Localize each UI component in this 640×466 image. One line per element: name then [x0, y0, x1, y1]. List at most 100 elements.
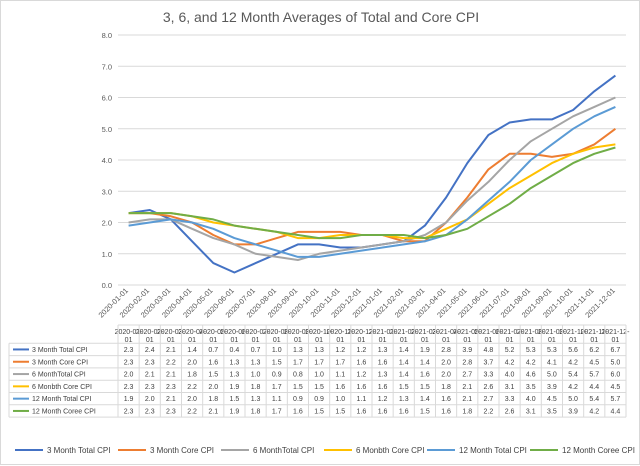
- chart-title: 3, 6, and 12 Month Averages of Total and…: [162, 9, 480, 25]
- table-cell: 2.3: [124, 408, 134, 415]
- table-header-cell-2: 01: [273, 337, 281, 344]
- table-cell: 1.5: [314, 384, 324, 391]
- table-cell: 5.7: [589, 372, 599, 379]
- table-cell: 6.0: [611, 372, 621, 379]
- table-cell: 1.6: [357, 408, 367, 415]
- table-cell: 2.0: [187, 359, 197, 366]
- table-row-label: 3 Month Total CPI: [32, 347, 88, 354]
- table-cell: 1.5: [230, 396, 240, 403]
- table-cell: 3.1: [526, 408, 536, 415]
- y-tick-label: 3.0: [102, 187, 112, 196]
- table-cell: 1.5: [420, 408, 430, 415]
- table-cell: 1.9: [230, 408, 240, 415]
- table-cell: 1.6: [399, 408, 409, 415]
- legend: 3 Month Total CPI 3 Month Core CPI 6 Month…: [15, 446, 635, 455]
- table-cell: 4.5: [589, 359, 599, 366]
- legend-label: 12 Month Total CPI: [459, 446, 527, 455]
- table-cell: 2.1: [166, 372, 176, 379]
- table-header-cell-2: 01: [548, 337, 556, 344]
- table-cell: 2.0: [208, 384, 218, 391]
- table-cell: 4.5: [547, 396, 557, 403]
- table-cell: 1.0: [251, 372, 261, 379]
- table-cell: 2.3: [145, 359, 155, 366]
- table-cell: 2.1: [462, 396, 472, 403]
- table-cell: 1.3: [251, 359, 261, 366]
- table-cell: 1.6: [378, 359, 388, 366]
- table-cell: 1.3: [378, 372, 388, 379]
- series-line: [128, 127, 616, 246]
- table-cell: 2.2: [187, 384, 197, 391]
- table-cell: 5.6: [568, 347, 578, 354]
- table-cell: 1.2: [335, 347, 345, 354]
- table-cell: 1.6: [293, 408, 303, 415]
- table-header-cell: 2020-08-: [263, 329, 292, 336]
- table-cell: 1.6: [420, 372, 430, 379]
- table-cell: 1.7: [314, 359, 324, 366]
- table-header-cell-2: 01: [188, 337, 196, 344]
- table-header-cell: 2020-10-: [305, 329, 334, 336]
- table-cell: 0.7: [251, 347, 261, 354]
- y-tick-label: 0.0: [102, 281, 112, 290]
- y-tick-label: 8.0: [102, 31, 112, 40]
- table-cell: 5.0: [611, 359, 621, 366]
- table-cell: 1.5: [420, 384, 430, 391]
- table-cell: 5.3: [547, 347, 557, 354]
- table-cell: 0.4: [230, 347, 240, 354]
- table-cell: 4.1: [547, 359, 557, 366]
- table-cell: 4.6: [526, 372, 536, 379]
- table-cell: 2.3: [145, 408, 155, 415]
- table-cell: 1.1: [357, 396, 367, 403]
- legend-label: 6 Monbth Core CPI: [356, 446, 424, 455]
- table-cell: 4.2: [526, 359, 536, 366]
- table-header-cell-2: 01: [400, 337, 408, 344]
- series-line: [128, 96, 616, 261]
- table-cell: 2.1: [145, 372, 155, 379]
- table-cell: 2.3: [124, 384, 134, 391]
- table-cell: 5.3: [526, 347, 536, 354]
- table-cell: 1.5: [335, 408, 345, 415]
- table-cell: 1.8: [462, 408, 472, 415]
- y-tick-label: 4.0: [102, 156, 112, 165]
- series-line: [128, 105, 616, 258]
- table-cell: 1.5: [272, 359, 282, 366]
- table-cell: 2.1: [166, 396, 176, 403]
- table-header-cell: 2021-03-: [411, 329, 440, 336]
- table-cell: 1.2: [357, 372, 367, 379]
- table-cell: 2.1: [166, 347, 176, 354]
- table-cell: 4.5: [611, 384, 621, 391]
- table-cell: 2.3: [145, 384, 155, 391]
- table-cell: 1.8: [251, 408, 261, 415]
- table-header-cell-2: 01: [231, 337, 239, 344]
- table-header-cell-2: 01: [485, 337, 493, 344]
- table-cell: 3.1: [505, 384, 515, 391]
- table-cell: 5.0: [547, 372, 557, 379]
- table-cell: 2.6: [505, 408, 515, 415]
- table-cell: 1.5: [399, 384, 409, 391]
- table-cell: 4.2: [505, 359, 515, 366]
- table-header-cell-2: 01: [379, 337, 387, 344]
- table-cell: 1.6: [378, 384, 388, 391]
- table-cell: 3.5: [526, 384, 536, 391]
- table-cell: 5.4: [568, 372, 578, 379]
- table-cell: 4.4: [611, 408, 621, 415]
- table-cell: 1.9: [230, 384, 240, 391]
- table-cell: 4.2: [589, 408, 599, 415]
- series-line: [128, 74, 616, 274]
- table-cell: 5.4: [589, 396, 599, 403]
- table-header-cell: 2021-11-: [580, 329, 608, 336]
- table-cell: 2.8: [462, 359, 472, 366]
- table-cell: 2.0: [441, 359, 451, 366]
- table-cell: 2.3: [124, 359, 134, 366]
- legend-label: 3 Month Core CPI: [150, 446, 214, 455]
- table-header-cell-2: 01: [506, 337, 514, 344]
- table-cell: 1.5: [293, 384, 303, 391]
- table-cell: 4.4: [589, 384, 599, 391]
- table-cell: 1.9: [124, 396, 134, 403]
- table-header-cell: 2020-03-: [157, 329, 186, 336]
- legend-label: 3 Month Total CPI: [47, 446, 110, 455]
- table-cell: 1.7: [293, 359, 303, 366]
- table-cell: 0.9: [314, 396, 324, 403]
- table-header-cell-2: 01: [527, 337, 535, 344]
- table-header-cell-2: 01: [294, 337, 302, 344]
- table-cell: 1.6: [441, 396, 451, 403]
